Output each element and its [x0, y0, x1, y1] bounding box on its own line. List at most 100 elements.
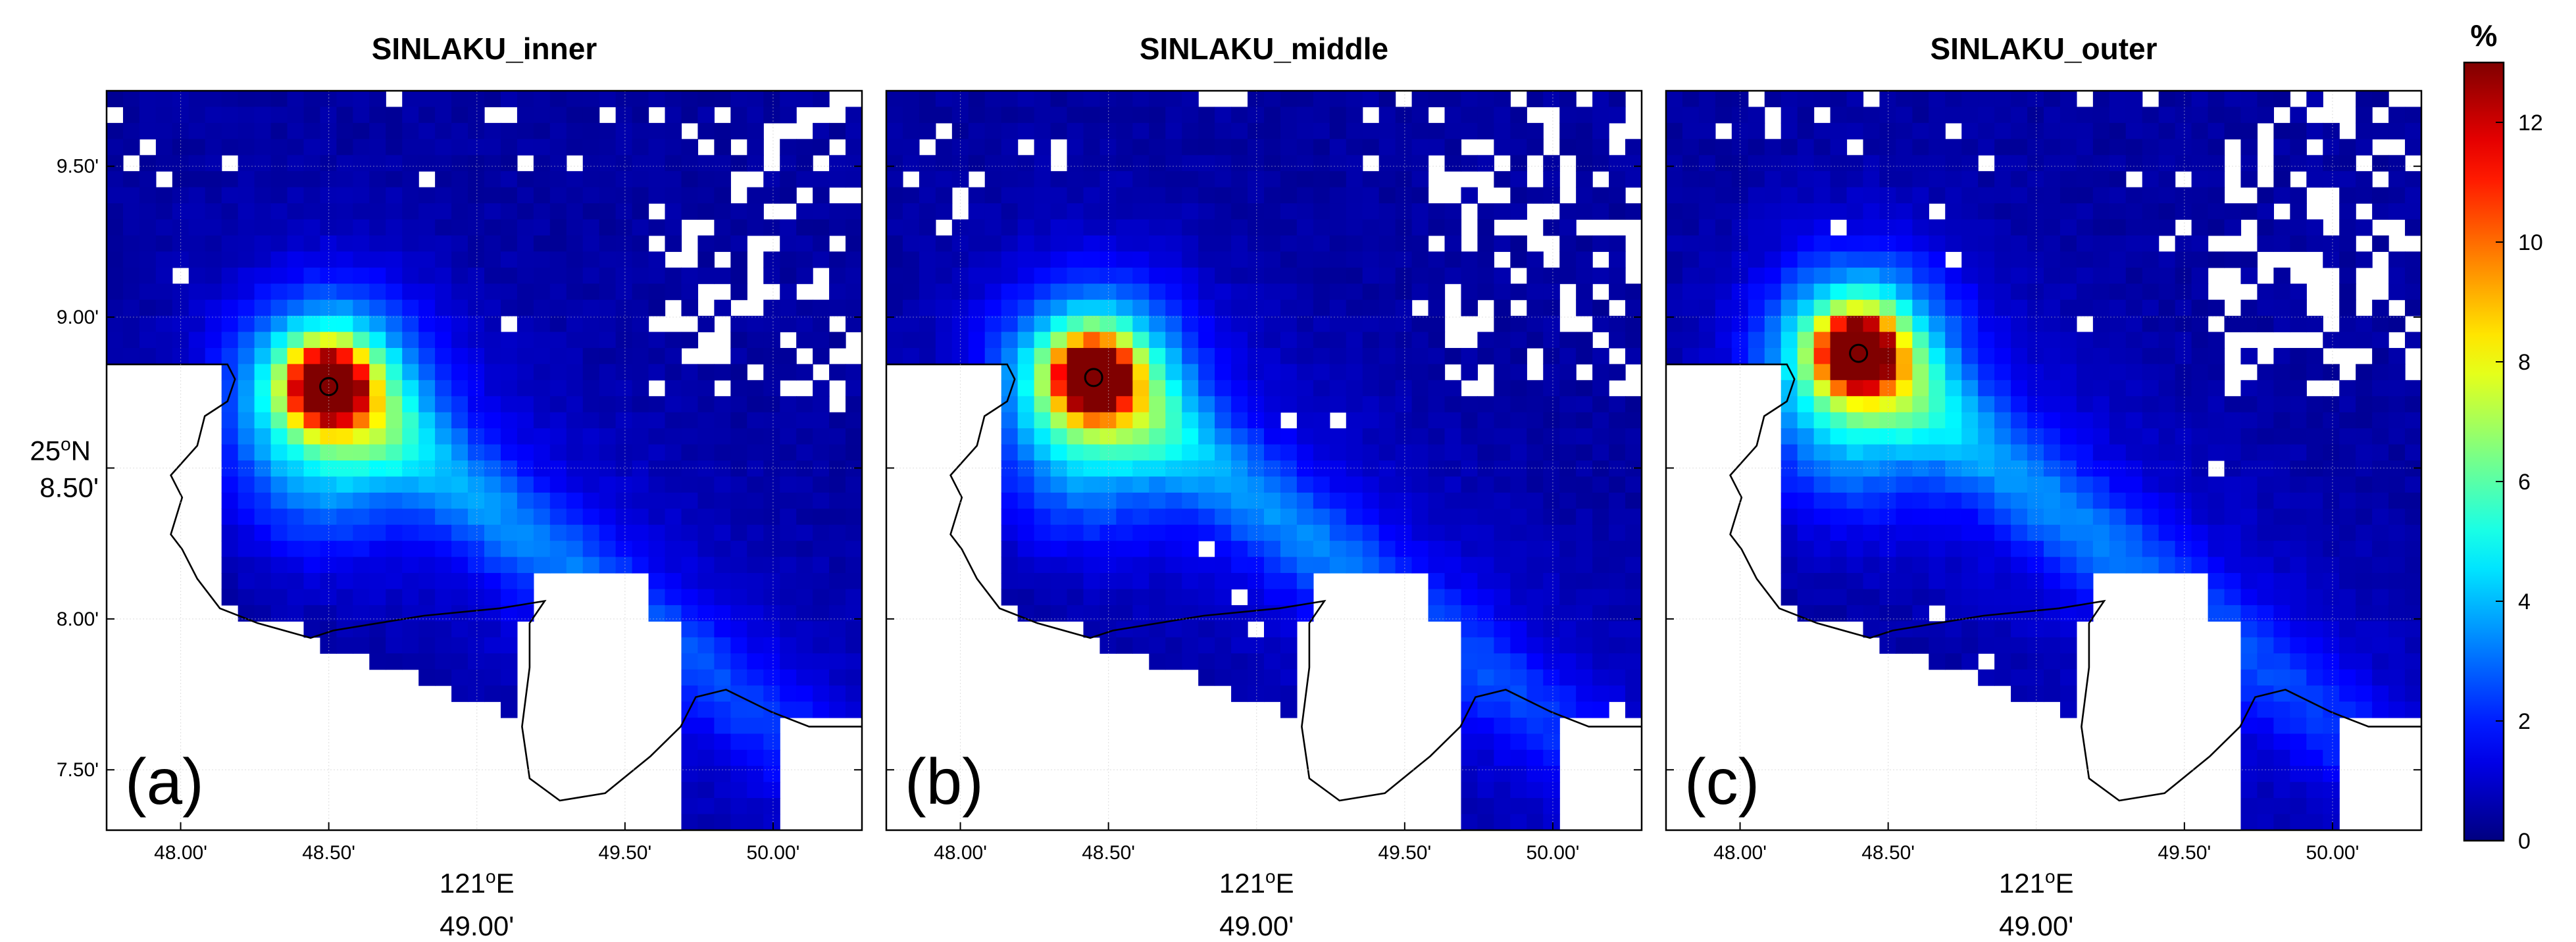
heatmap-cell: [1198, 653, 1215, 670]
heatmap-cell: [846, 460, 862, 478]
heatmap-cell: [2059, 364, 2077, 381]
heatmap-cell: [1592, 492, 1609, 509]
heatmap-cell: [2339, 187, 2356, 204]
heatmap-cell: [1748, 155, 1765, 172]
heatmap-cell: [2059, 396, 2077, 413]
heatmap-cell: [730, 155, 747, 172]
heatmap-cell: [829, 332, 846, 349]
heatmap-cell: [1797, 332, 1815, 349]
heatmap-cell: [270, 396, 288, 413]
heatmap-cell: [1461, 460, 1478, 478]
heatmap-cell: [451, 139, 468, 156]
heatmap-cell: [287, 364, 305, 381]
heatmap-cell: [1132, 476, 1149, 493]
heatmap-cell: [1813, 122, 1831, 139]
heatmap-cell: [238, 589, 255, 606]
heatmap-cell: [484, 299, 501, 316]
heatmap-cell: [1494, 476, 1511, 493]
heatmap-cell: [1494, 814, 1511, 830]
heatmap-cell: [1764, 299, 1782, 316]
heatmap-cell: [2142, 187, 2159, 204]
heatmap-cell: [205, 316, 222, 333]
heatmap-cell: [2323, 476, 2340, 493]
heatmap-cell: [1780, 299, 1798, 316]
heatmap-cell: [1609, 91, 1626, 108]
heatmap-cell: [1929, 187, 1946, 204]
heatmap-cell: [1896, 299, 1913, 316]
panel-1: 48.00' 48.50' 49.50' 50.00'121oE49.00'9.50'…: [30, 32, 863, 941]
heatmap-cell: [1116, 107, 1133, 124]
heatmap-cell: [1715, 235, 1732, 252]
heatmap-cell: [2158, 91, 2176, 108]
heatmap-cell: [2109, 187, 2127, 204]
heatmap-cell: [254, 122, 272, 139]
heatmap-cell: [615, 91, 633, 108]
heatmap-cell: [1780, 332, 1798, 349]
heatmap-cell: [1428, 460, 1446, 478]
heatmap-cell: [697, 316, 715, 333]
heatmap-cell: [1978, 267, 1995, 284]
heatmap-cell: [846, 412, 862, 429]
heatmap-cell: [2027, 251, 2044, 268]
heatmap-cell: [1017, 235, 1035, 252]
heatmap-cell: [2044, 299, 2061, 316]
heatmap-cell: [188, 203, 206, 220]
heatmap-cell: [1830, 299, 1848, 316]
heatmap-cell: [1682, 347, 1700, 364]
heatmap-cell: [122, 316, 140, 333]
heatmap-cell: [846, 107, 862, 124]
heatmap-cell: [681, 573, 699, 590]
heatmap-cell: [2142, 364, 2159, 381]
heatmap-cell: [2339, 669, 2356, 686]
heatmap-cell: [747, 396, 764, 413]
heatmap-cell: [2339, 332, 2356, 349]
heatmap-cell: [155, 347, 173, 364]
heatmap-cell: [1592, 685, 1609, 703]
heatmap-cell: [1248, 412, 1265, 429]
heatmap-cell: [1378, 122, 1396, 139]
heatmap-cell: [1428, 203, 1446, 220]
heatmap-cell: [1231, 299, 1248, 316]
heatmap-cell: [919, 203, 936, 220]
heatmap-cell: [1182, 508, 1199, 526]
heatmap-cell: [1083, 332, 1101, 349]
heatmap-cell: [517, 364, 534, 381]
heatmap-cell: [566, 364, 584, 381]
heatmap-cell: [681, 91, 699, 108]
heatmap-cell: [730, 781, 747, 799]
heatmap-cell: [1411, 155, 1429, 172]
heatmap-cell: [122, 267, 140, 284]
heatmap-cell: [1313, 316, 1330, 333]
heatmap-cell: [846, 139, 862, 156]
heatmap-cell: [1362, 187, 1380, 204]
heatmap-cell: [2191, 332, 2209, 349]
heatmap-cell: [763, 781, 780, 799]
heatmap-cell: [665, 187, 682, 204]
heatmap-cell: [747, 621, 764, 638]
heatmap-cell: [500, 122, 518, 139]
heatmap-cell: [2273, 316, 2290, 333]
heatmap-cell: [1592, 428, 1609, 445]
heatmap-cell: [2356, 91, 2373, 108]
heatmap-cell: [517, 284, 534, 301]
heatmap-cell: [2273, 380, 2290, 397]
heatmap-cell: [2044, 203, 2061, 220]
heatmap-cell: [238, 444, 255, 461]
heatmap-cell: [336, 380, 353, 397]
heatmap-cell: [2257, 573, 2274, 590]
heatmap-cell: [1428, 428, 1446, 445]
heatmap-cell: [1945, 541, 1962, 558]
heatmap-cell: [287, 573, 305, 590]
heatmap-cell: [2240, 637, 2258, 654]
heatmap-cell: [1715, 332, 1732, 349]
heatmap-cell: [2240, 669, 2258, 686]
heatmap-cell: [1994, 91, 2011, 108]
heatmap-cell: [1395, 267, 1413, 284]
heatmap-cell: [484, 380, 501, 397]
heatmap-cell: [1231, 460, 1248, 478]
heatmap-cell: [968, 284, 986, 301]
heatmap-cell: [2306, 122, 2323, 139]
heatmap-cell: [730, 717, 747, 734]
heatmap-cell: [813, 460, 830, 478]
